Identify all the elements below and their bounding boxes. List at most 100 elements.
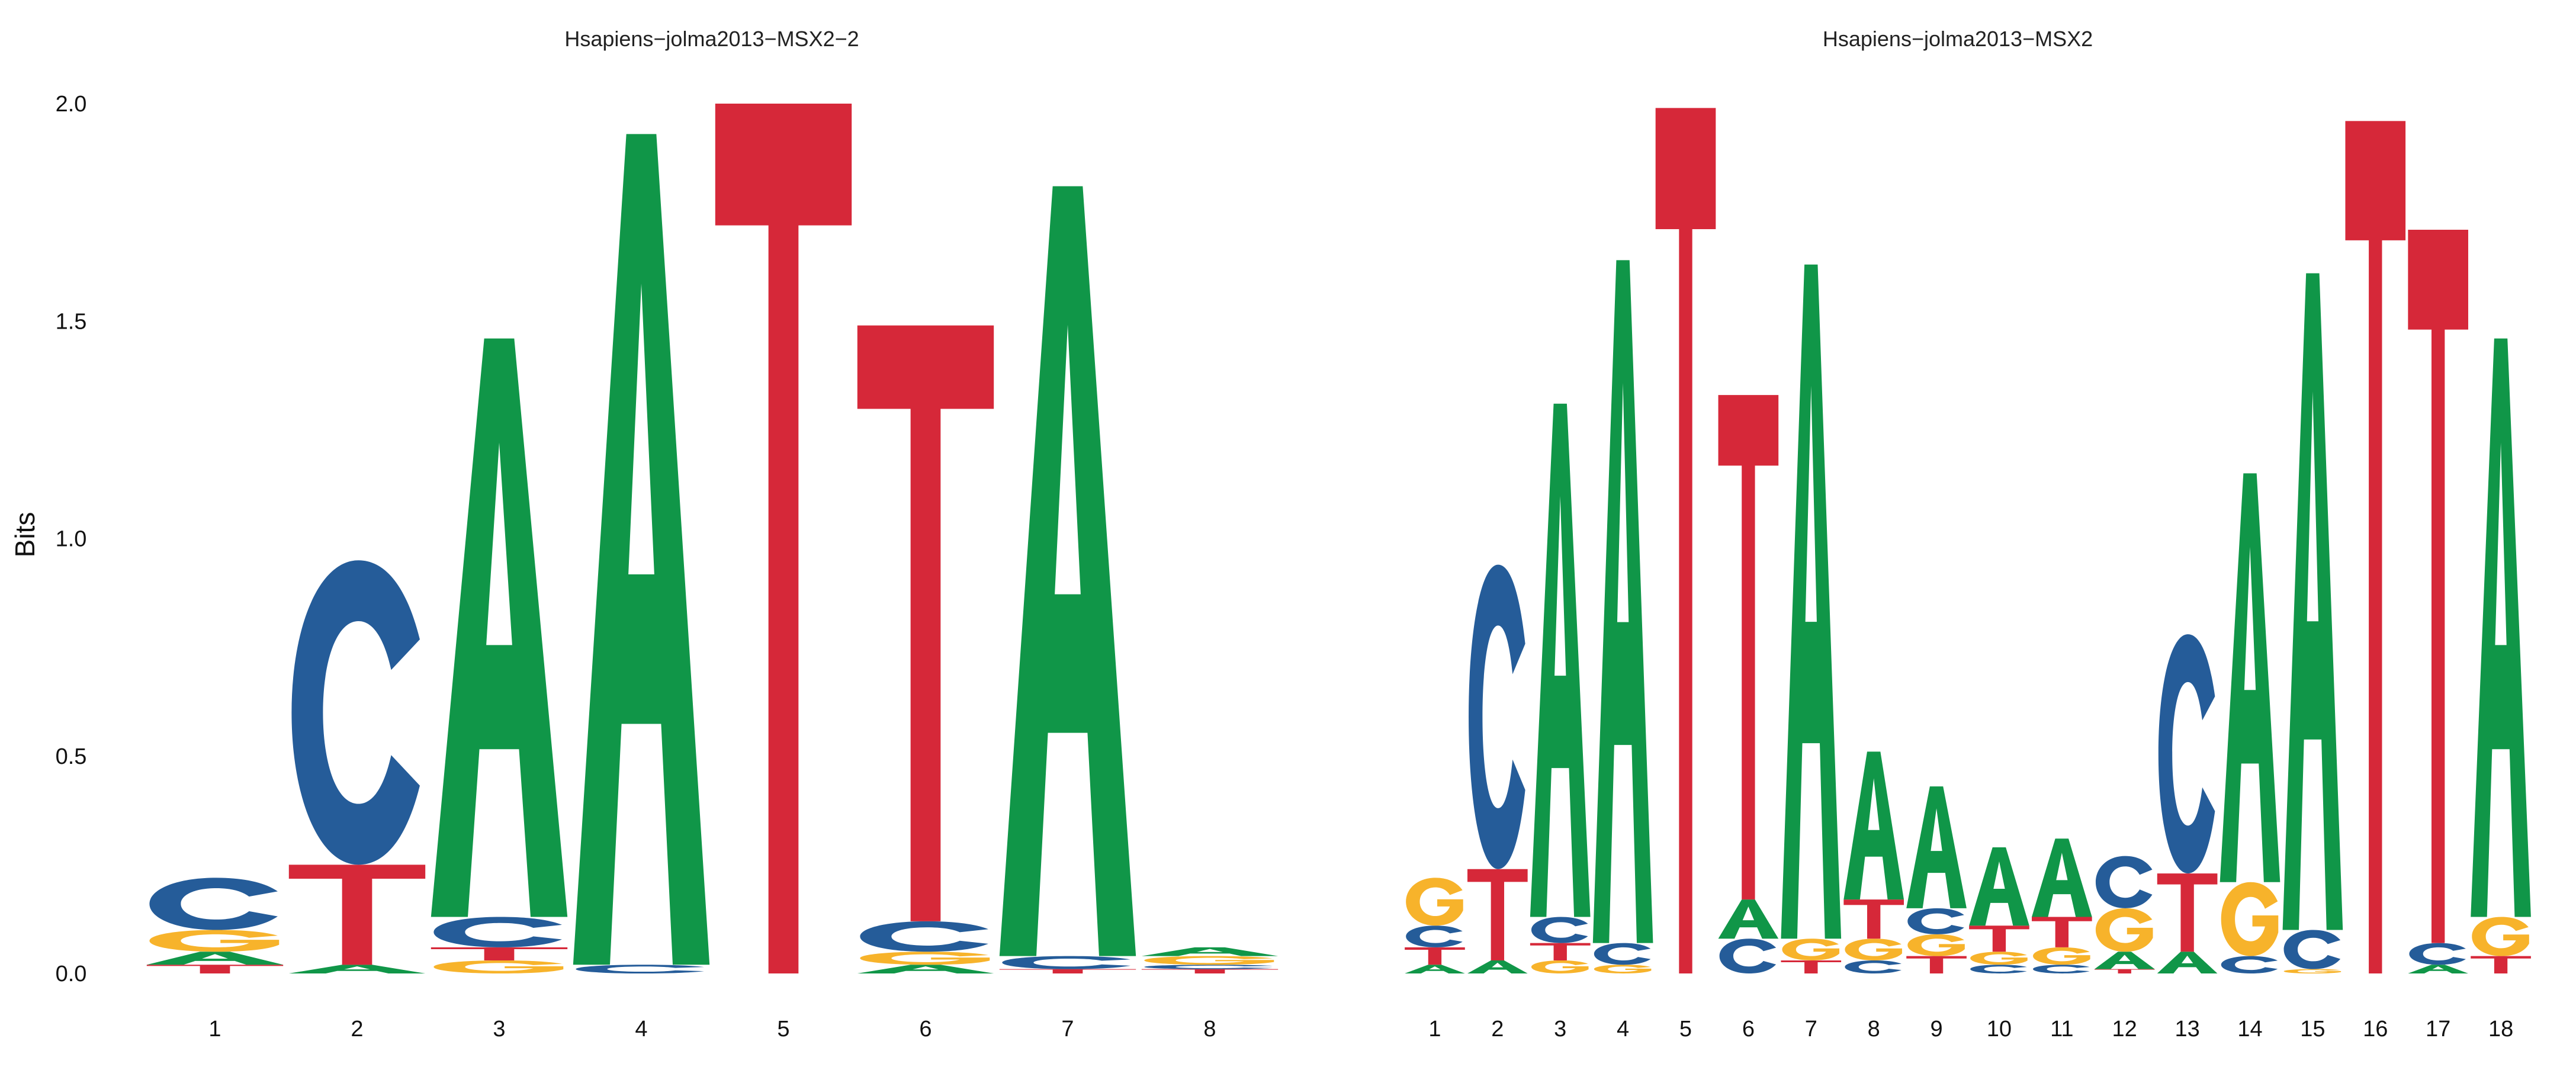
logo-letter-A-pos-10 [1969, 847, 2029, 926]
logo-letter-A-pos-7 [999, 186, 1136, 956]
logo-letter-A-pos-15 [2282, 273, 2343, 930]
logo-letter-C-pos-3 [1531, 917, 1588, 943]
x-position-label: 5 [777, 1017, 789, 1042]
logo-letter-G-pos-4 [1594, 965, 1652, 973]
logo-letter-A-pos-11 [2032, 838, 2092, 917]
logo-letter-A-pos-2 [1467, 960, 1528, 973]
panel-1-plot: 0.0 0.5 1.0 1.5 2.0 1 2 3 4 5 6 7 8 [56, 92, 1279, 1042]
logo-letter-C-pos-1 [149, 878, 278, 930]
x-position-label: 1 [1428, 1017, 1441, 1042]
logo-letter-G-pos-14 [2221, 882, 2279, 956]
logo-letter-G-pos-10 [1970, 952, 2028, 965]
logo-letter-C-pos-17 [2409, 943, 2466, 965]
x-position-label: 4 [1617, 1017, 1629, 1042]
logo-letter-T-pos-16 [2345, 121, 2406, 973]
x-position-label: 8 [1868, 1017, 1880, 1042]
logo-letter-T-pos-7 [1781, 960, 1842, 973]
x-position-label: 16 [2363, 1017, 2388, 1042]
logo-letter-T-pos-3 [1530, 943, 1591, 960]
logo-letter-C-pos-8 [1845, 960, 1902, 973]
logo-letter-A-pos-8 [1843, 751, 1904, 900]
logo-letter-C-pos-2 [291, 560, 420, 865]
y-tick-label: 2.0 [56, 92, 87, 117]
logo-letter-T-pos-1 [1405, 947, 1465, 965]
logo-letter-A-pos-17 [2408, 965, 2468, 973]
logo-letter-A-pos-6 [1718, 899, 1779, 939]
logo-letter-T-pos-1 [146, 965, 284, 973]
logo-letter-G-pos-12 [2095, 908, 2153, 952]
logo-letter-G-pos-3 [1531, 960, 1589, 973]
x-position-label: 14 [2237, 1017, 2262, 1042]
logo-letter-G-pos-1 [149, 930, 280, 952]
logo-letter-C-pos-9 [1907, 908, 1964, 934]
logo-letter-A-pos-4 [1592, 260, 1653, 943]
logo-letter-A-pos-3 [431, 338, 568, 917]
y-axis-label: Bits [9, 512, 40, 558]
logo-letter-A-pos-1 [1405, 965, 1465, 973]
logo-letter-G-pos-15 [2283, 969, 2341, 973]
logo-letter-A-pos-7 [1781, 264, 1842, 939]
logo-letter-A-pos-8 [1141, 947, 1279, 956]
logo-letter-G-pos-8 [1845, 939, 1902, 960]
logo-letter-A-pos-4 [573, 134, 710, 965]
logo-letter-G-pos-3 [433, 960, 564, 973]
logo-letter-A-pos-2 [288, 965, 426, 973]
y-tick-label: 1.0 [56, 527, 87, 552]
logo-letter-T-pos-2 [1467, 869, 1528, 960]
logo-letter-T-pos-6 [857, 325, 994, 921]
logo-letter-C-pos-3 [433, 917, 562, 947]
logo-letter-T-pos-13 [2157, 873, 2218, 952]
x-position-label: 12 [2112, 1017, 2137, 1042]
logo-letter-C-pos-14 [2221, 956, 2278, 973]
logo-letter-T-pos-7 [999, 969, 1136, 973]
x-position-label: 8 [1203, 1017, 1216, 1042]
logo-letter-C-pos-2 [1469, 564, 1525, 869]
y-tick-label: 1.5 [56, 309, 87, 334]
logo-letter-C-pos-8 [1144, 965, 1273, 969]
logo-letter-C-pos-10 [1970, 965, 2027, 973]
logo-letter-G-pos-6 [860, 952, 990, 965]
x-position-label: 7 [1061, 1017, 1074, 1042]
x-position-label: 3 [1554, 1017, 1566, 1042]
x-position-label: 17 [2426, 1017, 2450, 1042]
logo-letter-G-pos-1 [1406, 878, 1463, 926]
logo-letter-T-pos-8 [1843, 899, 1904, 939]
x-position-label: 7 [1805, 1017, 1817, 1042]
x-position-label: 11 [2050, 1017, 2073, 1042]
x-position-label: 9 [1931, 1017, 1943, 1042]
logo-letter-C-pos-7 [1002, 956, 1130, 969]
logo-letter-T-pos-6 [1718, 395, 1779, 900]
y-tick-label: 0.5 [56, 744, 87, 769]
x-position-label: 13 [2174, 1017, 2199, 1042]
panel-1-title: Hsapiens−jolma2013−MSX2−2 [564, 27, 859, 51]
logo-letter-G-pos-9 [1907, 934, 1965, 956]
logo-letter-T-pos-11 [2032, 917, 2092, 947]
x-position-label: 10 [1987, 1017, 2012, 1042]
logo-letter-A-pos-3 [1530, 403, 1591, 917]
y-tick-label: 0.0 [56, 962, 87, 986]
logo-letter-G-pos-11 [2033, 947, 2090, 965]
panel-2-title: Hsapiens−jolma2013−MSX2 [1823, 27, 2093, 51]
logo-letter-A-pos-6 [857, 965, 994, 973]
logo-letter-G-pos-8 [1144, 956, 1274, 965]
logo-letter-T-pos-2 [288, 865, 426, 965]
logo-letter-A-pos-13 [2157, 952, 2218, 974]
x-position-label: 18 [2488, 1017, 2513, 1042]
logo-letter-C-pos-12 [2095, 856, 2153, 908]
panel-2-plot: 1 2 3 4 5 6 7 8 9 10 11 12 13 14 15 16 17 18 [1405, 108, 2531, 1042]
logo-letter-T-pos-9 [1906, 956, 1967, 973]
logo-letter-C-pos-4 [576, 965, 704, 973]
logo-letter-C-pos-13 [2158, 634, 2215, 874]
x-position-label: 2 [1491, 1017, 1504, 1042]
logo-letter-T-pos-10 [1969, 925, 2029, 952]
logo-letter-T-pos-18 [2471, 956, 2531, 973]
logo-letter-A-pos-14 [2220, 473, 2281, 882]
logo-letter-G-pos-7 [1782, 939, 1840, 960]
x-position-label: 1 [208, 1017, 221, 1042]
logo-letter-C-pos-6 [1719, 939, 1777, 973]
logo-letter-T-pos-8 [1141, 969, 1279, 973]
logo-letter-C-pos-6 [860, 921, 988, 952]
x-position-label: 5 [1679, 1017, 1692, 1042]
logo-letter-T-pos-12 [2094, 969, 2155, 973]
